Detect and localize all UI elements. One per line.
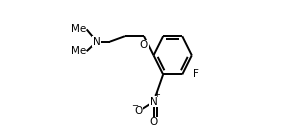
Text: −: − [131, 101, 138, 110]
Text: Me: Me [71, 24, 86, 34]
Text: +: + [153, 90, 160, 99]
Text: Me: Me [71, 46, 86, 56]
Text: N: N [150, 97, 158, 107]
Text: O: O [149, 117, 158, 127]
Text: N: N [93, 37, 101, 47]
Text: O: O [134, 106, 143, 116]
Text: O: O [140, 40, 148, 50]
Text: F: F [193, 69, 199, 79]
